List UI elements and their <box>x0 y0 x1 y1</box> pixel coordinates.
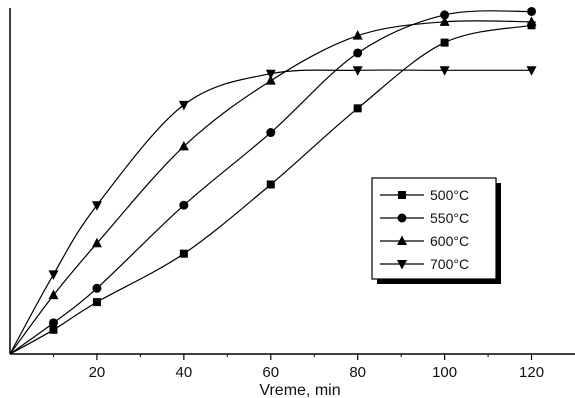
series-line-1 <box>9 24 532 355</box>
legend-label: 700°C <box>430 256 469 272</box>
data-point <box>179 249 188 258</box>
data-point <box>265 75 276 85</box>
x-axis-title: Vreme, min <box>259 382 340 398</box>
data-point <box>439 16 450 26</box>
series-markers <box>48 6 537 334</box>
data-point <box>179 200 189 210</box>
data-point <box>352 66 363 76</box>
data-point <box>48 318 58 328</box>
data-point <box>265 69 276 80</box>
data-point <box>526 66 537 76</box>
data-point <box>49 325 58 334</box>
x-axis-ticks: 20 40 60 80 100 120 <box>52 354 544 381</box>
data-point <box>48 289 59 300</box>
data-point <box>353 48 363 58</box>
data-point <box>266 128 276 138</box>
data-point <box>440 10 450 20</box>
series-line-2 <box>9 10 532 355</box>
data-point <box>92 298 101 307</box>
legend-label: 500°C <box>430 187 469 203</box>
legend-marker <box>397 235 407 245</box>
data-point <box>440 38 449 47</box>
data-point <box>439 66 450 76</box>
x-tick-label: 40 <box>176 364 193 381</box>
legend-label: 550°C <box>430 210 469 226</box>
data-point <box>178 100 189 111</box>
series-lines <box>9 10 532 355</box>
series-line-3 <box>9 20 532 355</box>
legend: 500°C 550°C 600°C 700°C <box>371 177 501 284</box>
data-point <box>527 6 537 16</box>
legend-marker <box>397 260 407 270</box>
chart-axes <box>9 8 575 355</box>
data-point <box>352 30 363 40</box>
data-point <box>91 201 102 211</box>
x-tick-label: 80 <box>349 364 366 381</box>
legend-marker <box>397 213 407 223</box>
data-point <box>91 237 102 248</box>
x-tick-label: 100 <box>432 364 457 381</box>
data-point <box>48 270 59 280</box>
series-line-4 <box>9 69 532 355</box>
data-point <box>92 283 102 293</box>
x-tick-label: 20 <box>89 364 106 381</box>
data-point <box>178 140 189 151</box>
legend-label: 600°C <box>430 233 469 249</box>
x-tick-label: 120 <box>519 364 544 381</box>
legend-marker <box>398 191 406 199</box>
x-tick-label: 60 <box>262 364 279 381</box>
data-point <box>266 180 275 189</box>
data-point <box>353 104 362 113</box>
data-point <box>526 16 537 26</box>
